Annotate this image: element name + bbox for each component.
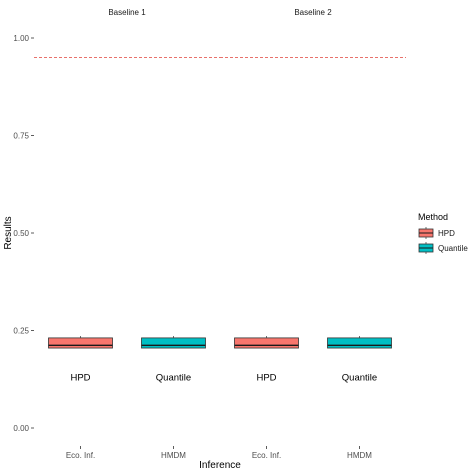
x-axis-title: Inference	[199, 460, 241, 471]
box-quantile	[327, 337, 392, 349]
annotation-label: HPD	[256, 372, 276, 383]
y-tick-label: 0.75	[13, 132, 29, 141]
y-axis-title: Results	[3, 216, 14, 249]
x-tick-label: Eco. Inf.	[66, 451, 95, 460]
y-tick-label: 0.50	[13, 229, 29, 238]
y-tick-label: 0.25	[13, 327, 29, 336]
annotation-label: Quantile	[156, 372, 191, 383]
x-tick-label: HMDM	[347, 451, 372, 460]
facet-strip-title: Baseline 2	[294, 8, 332, 17]
box-quantile	[141, 337, 206, 349]
x-tick-label: HMDM	[161, 451, 186, 460]
legend-label: HPD	[438, 229, 455, 238]
annotation-label: Quantile	[342, 372, 377, 383]
facet-strip-title: Baseline 1	[108, 8, 146, 17]
legend-label: Quantile	[438, 244, 468, 253]
box-hpd	[234, 337, 299, 349]
annotation-label: HPD	[70, 372, 90, 383]
y-tick-label: 1.00	[13, 34, 29, 43]
box-hpd	[48, 337, 113, 349]
x-tick-label: Eco. Inf.	[252, 451, 281, 460]
legend-title: Method	[418, 212, 448, 222]
y-tick-label: 0.00	[13, 424, 29, 433]
